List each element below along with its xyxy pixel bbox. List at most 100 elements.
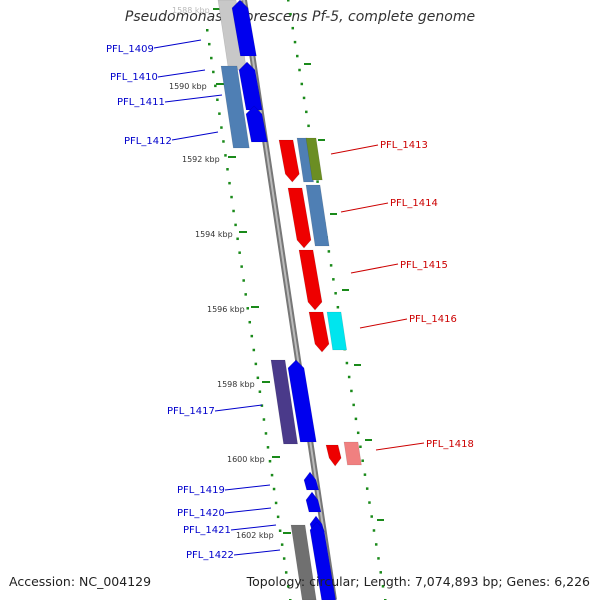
gene-label-pfl1416[interactable]: PFL_1416 — [409, 314, 457, 325]
gene-pfl1413-box — [296, 137, 314, 183]
ruler-dot-inner — [256, 376, 260, 380]
gene-pfl1414-arrow — [287, 187, 312, 249]
gene-pfl1414-box — [305, 184, 330, 247]
ruler-dot-inner — [220, 126, 223, 129]
ruler-dot-inner — [280, 543, 284, 546]
gene-label-pfl1415[interactable]: PFL_1415 — [400, 260, 448, 271]
gene-pfl1417-arrow — [287, 359, 317, 443]
gene-label-pfl1409[interactable]: PFL_1409 — [106, 44, 154, 55]
gene-pfl1415-arrow — [298, 249, 323, 311]
ruler-dot-outer — [334, 292, 337, 295]
ruler-tick-label: 1590 kbp — [169, 82, 207, 91]
ruler-dot-inner — [268, 459, 272, 463]
ruler-dot-outer — [356, 431, 360, 435]
ruler-dot-inner — [208, 42, 211, 46]
label-leaders — [153, 39, 425, 556]
gene-pfl1411-arrow — [245, 105, 268, 143]
ruler-dot-inner — [244, 293, 247, 296]
ruler-dot-inner — [246, 307, 249, 310]
ruler-dot-inner — [218, 112, 221, 115]
ruler-dot-outer — [307, 124, 310, 128]
ruler-dot-inner — [214, 84, 217, 88]
gene-label-pfl1410[interactable]: PFL_1410 — [110, 72, 158, 83]
ruler-dots — [206, 0, 387, 600]
ruler-dot-inner — [262, 418, 266, 421]
ruler-dot-inner — [212, 70, 215, 74]
ruler-dot-inner — [222, 140, 225, 143]
gene-label-pfl1422[interactable]: PFL_1422 — [186, 550, 234, 561]
gene-pfl1419-arrow — [303, 471, 320, 491]
ruler-dot-inner — [238, 251, 241, 254]
gene-features — [217, 0, 362, 600]
label-leader — [164, 94, 223, 103]
ruler-dot-inner — [270, 473, 274, 477]
label-leader — [233, 549, 281, 556]
ruler-dot-outer — [377, 557, 380, 560]
gene-pfl1422-box — [290, 524, 317, 600]
ruler-dot-inner — [284, 571, 288, 574]
label-leader — [214, 404, 263, 412]
ruler-tick-label: 1588 kbp — [172, 6, 210, 15]
ruler-dot-outer — [289, 12, 292, 16]
ruler-dot-inner — [260, 404, 264, 407]
gene-pfl1420-arrow — [305, 491, 322, 513]
ruler-dot-inner — [224, 154, 227, 157]
gene-label-pfl1418[interactable]: PFL_1418 — [426, 439, 474, 450]
ruler-dot-outer — [329, 264, 333, 267]
ruler-dot-outer — [291, 26, 295, 30]
ruler-tick-label: 1592 kbp — [182, 155, 220, 164]
gene-label-pfl1417[interactable]: PFL_1417 — [167, 406, 215, 417]
label-leader — [153, 39, 202, 49]
ruler-dot-inner — [282, 557, 286, 560]
gene-pfl1412-box — [220, 65, 250, 149]
ruler-dot-inner — [274, 501, 278, 505]
ruler-dot-inner — [276, 515, 280, 519]
ruler-dot-outer — [287, 0, 290, 2]
ruler-ticks — [213, 8, 384, 534]
ruler-dot-inner — [230, 195, 233, 199]
label-leader — [375, 442, 425, 451]
ruler-dot-outer — [354, 417, 358, 421]
ruler-dot-inner — [234, 223, 237, 227]
ruler-dot-outer — [363, 473, 367, 476]
accession-text: Accession: NC_004129 — [9, 574, 152, 589]
gene-label-pfl1412[interactable]: PFL_1412 — [124, 136, 172, 147]
ruler-tick-label: 1602 kbp — [236, 531, 274, 540]
ruler-dot-outer — [365, 487, 369, 490]
ruler-dot-outer — [352, 403, 355, 407]
ruler-dot-inner — [242, 279, 245, 282]
ruler-dot-inner — [236, 237, 239, 241]
ruler-tick-label: 1600 kbp — [227, 455, 265, 464]
ruler-dot-outer — [359, 445, 362, 449]
ruler-dot-outer — [300, 82, 304, 86]
gene-label-pfl1421[interactable]: PFL_1421 — [183, 525, 231, 536]
gene-label-pfl1419[interactable]: PFL_1419 — [177, 485, 225, 496]
ruler-dot-inner — [266, 446, 270, 449]
ruler-dot-outer — [368, 501, 371, 504]
ruler-dot-inner — [258, 390, 262, 393]
gene-label-pfl1413[interactable]: PFL_1413 — [380, 140, 428, 151]
ruler-dot-inner — [278, 529, 282, 532]
ruler-dot-outer — [370, 515, 373, 518]
label-leader — [157, 69, 206, 78]
gene-pfl1418-arrow — [325, 444, 342, 467]
gene-label-pfl1411[interactable]: PFL_1411 — [117, 97, 165, 108]
label-leader — [359, 318, 408, 329]
label-leader — [350, 263, 399, 274]
label-leader — [330, 144, 379, 155]
ruler-tick-label: 1598 kbp — [217, 380, 255, 389]
ruler-dot-outer — [296, 54, 299, 58]
ruler-dot-outer — [379, 571, 382, 574]
ruler-dot-outer — [345, 361, 349, 365]
gene-label-pfl1414[interactable]: PFL_1414 — [390, 198, 438, 209]
gene-pfl1413-arrow — [278, 139, 300, 183]
ruler-dot-inner — [226, 168, 229, 171]
gene-pfl1413b-box — [305, 137, 323, 181]
ruler-dot-inner — [248, 320, 252, 324]
gene-label-pfl1420[interactable]: PFL_1420 — [177, 508, 225, 519]
ruler-dot-outer — [302, 96, 306, 100]
ruler-tick-label: 1596 kbp — [207, 305, 245, 314]
ruler-dot-outer — [336, 305, 340, 309]
ruler-dot-inner — [250, 334, 254, 338]
ruler-dot-inner — [216, 98, 219, 102]
